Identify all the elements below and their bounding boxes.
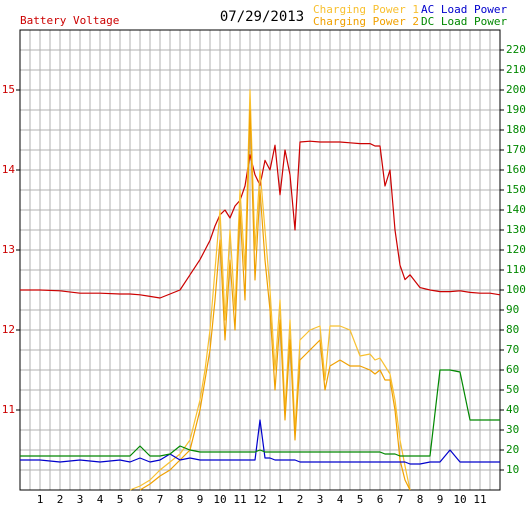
x-tick-label: 6 bbox=[377, 493, 384, 506]
y2-tick-label: 190 bbox=[506, 103, 526, 116]
y2-tick-label: 120 bbox=[506, 243, 526, 256]
y2-tick-label: 50 bbox=[506, 383, 519, 396]
x-tick-label: 5 bbox=[357, 493, 364, 506]
legend-entry: AC Load Power bbox=[421, 3, 507, 16]
y2-tick-label: 200 bbox=[506, 83, 526, 96]
x-tick-label: 11 bbox=[473, 493, 486, 506]
y2-tick-label: 30 bbox=[506, 423, 519, 436]
x-tick-label: 10 bbox=[453, 493, 466, 506]
y2-tick-label: 40 bbox=[506, 403, 519, 416]
y2-tick-label: 100 bbox=[506, 283, 526, 296]
series-line bbox=[20, 419, 500, 465]
x-tick-label: 8 bbox=[177, 493, 184, 506]
y2-tick-label: 140 bbox=[506, 203, 526, 216]
y2-tick-label: 160 bbox=[506, 163, 526, 176]
legend-entry: DC Load Power bbox=[421, 15, 507, 28]
x-tick-label: 6 bbox=[137, 493, 144, 506]
x-tick-label: 12 bbox=[253, 493, 266, 506]
x-tick-label: 5 bbox=[117, 493, 124, 506]
legend-entry: Charging Power 1 bbox=[313, 3, 419, 16]
plot-frame bbox=[19, 29, 501, 491]
y2-tick-label: 210 bbox=[506, 63, 526, 76]
series-line bbox=[20, 140, 501, 299]
x-tick-label: 9 bbox=[437, 493, 444, 506]
x-tick-label: 1 bbox=[37, 493, 44, 506]
y2-tick-label: 20 bbox=[506, 443, 519, 456]
chart-title: 07/29/2013 bbox=[220, 9, 304, 25]
x-tick-label: 4 bbox=[337, 493, 344, 506]
x-tick-label: 1 bbox=[277, 493, 284, 506]
x-tick-label: 10 bbox=[213, 493, 226, 506]
y2-tick-label: 110 bbox=[506, 263, 526, 276]
y-tick-label: 12 bbox=[2, 323, 15, 336]
y-tick-label: 13 bbox=[2, 243, 15, 256]
y-tick-label: 11 bbox=[2, 403, 15, 416]
legend-entry: Charging Power 2 bbox=[313, 15, 419, 28]
y2-tick-label: 150 bbox=[506, 183, 526, 196]
series-line bbox=[129, 89, 411, 491]
y2-tick-label: 130 bbox=[506, 223, 526, 236]
y2-tick-label: 70 bbox=[506, 343, 519, 356]
x-tick-label: 2 bbox=[57, 493, 64, 506]
y-tick-label: 14 bbox=[2, 163, 16, 176]
y2-tick-label: 220 bbox=[506, 43, 526, 56]
series-line bbox=[139, 109, 411, 491]
x-tick-label: 3 bbox=[77, 493, 84, 506]
x-tick-label: 2 bbox=[297, 493, 304, 506]
x-tick-label: 7 bbox=[397, 493, 404, 506]
x-tick-label: 4 bbox=[97, 493, 104, 506]
series-line bbox=[20, 369, 500, 457]
y2-tick-label: 80 bbox=[506, 323, 519, 336]
x-tick-label: 11 bbox=[233, 493, 246, 506]
y2-tick-label: 10 bbox=[506, 463, 519, 476]
y-tick-label: 15 bbox=[2, 83, 15, 96]
left-axis-series-label: Battery Voltage bbox=[20, 14, 119, 27]
y2-tick-label: 90 bbox=[506, 303, 519, 316]
x-tick-label: 9 bbox=[197, 493, 204, 506]
x-tick-label: 3 bbox=[317, 493, 324, 506]
y2-tick-label: 60 bbox=[506, 363, 519, 376]
y2-tick-label: 170 bbox=[506, 143, 526, 156]
x-tick-label: 7 bbox=[157, 493, 164, 506]
y2-tick-label: 180 bbox=[506, 123, 526, 136]
x-tick-label: 8 bbox=[417, 493, 424, 506]
